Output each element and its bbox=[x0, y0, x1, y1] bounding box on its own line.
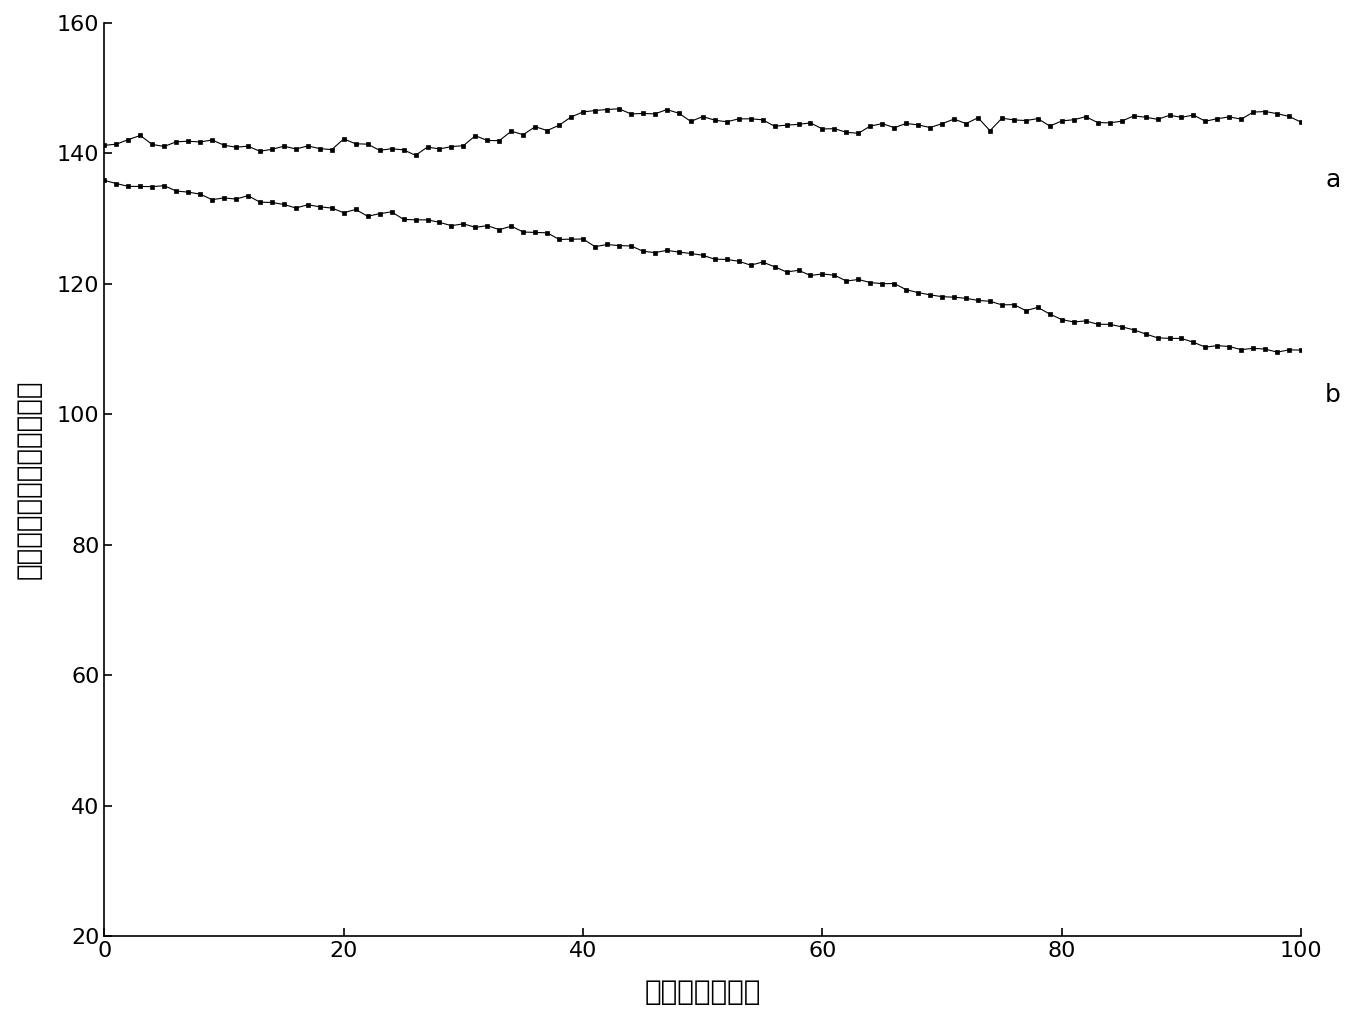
Text: a: a bbox=[1325, 167, 1341, 192]
Text: b: b bbox=[1325, 383, 1341, 407]
Y-axis label: 放电比容量（毫安时／克）: 放电比容量（毫安时／克） bbox=[15, 380, 43, 580]
X-axis label: 循环周数（周）: 循环周数（周） bbox=[644, 978, 760, 1006]
